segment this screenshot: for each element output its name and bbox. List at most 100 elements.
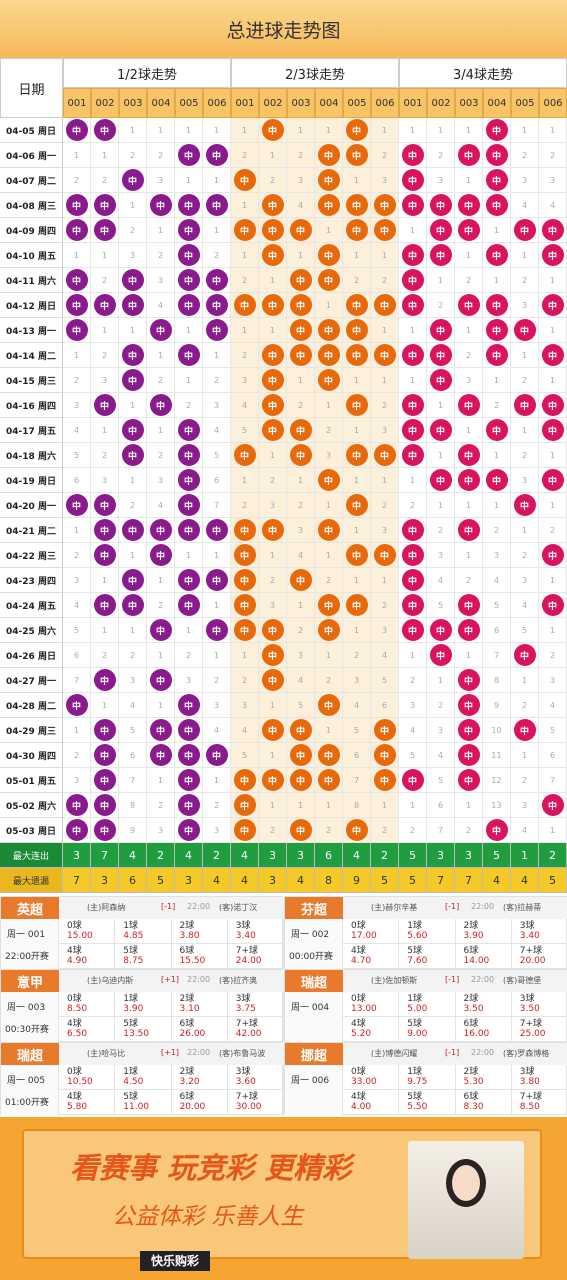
miss-count: 2	[73, 550, 80, 560]
trend-cell: 中	[399, 593, 427, 618]
trend-cell: 中	[455, 518, 483, 543]
trend-cell: 1	[371, 318, 399, 343]
trend-cell: 7	[483, 643, 511, 668]
miss-count: 4	[73, 600, 80, 610]
miss-count: 2	[409, 675, 416, 685]
odds-value: 13.00	[351, 1004, 377, 1014]
hit-ball: 中	[513, 394, 536, 416]
group-header: 3/4球走势	[399, 58, 567, 88]
miss-count: 1	[381, 325, 388, 335]
trend-cell: 4	[203, 718, 231, 743]
trend-cell: 中	[287, 818, 315, 843]
trend-cell: 中	[259, 118, 287, 143]
miss-count: 5	[297, 700, 304, 710]
trend-cell: 中	[91, 793, 119, 818]
trend-cell: 1	[287, 118, 315, 143]
trend-cell: 中	[315, 468, 343, 493]
miss-count: 1	[241, 125, 248, 135]
trend-cell: 3	[63, 568, 91, 593]
trend-cell: 中	[231, 543, 259, 568]
odds-value: 3.40	[235, 931, 256, 941]
miss-count: 5	[409, 750, 416, 760]
trend-cell: 2	[455, 343, 483, 368]
miss-count: 5	[437, 775, 444, 785]
trend-cell: 1	[147, 118, 175, 143]
match-head: (主)乌迪内斯 [+1] 22:00 (客)拉齐奥	[59, 970, 284, 992]
trend-cell: 中	[343, 543, 371, 568]
miss-count: 6	[493, 625, 500, 635]
date-cell: 04-21 周二	[0, 518, 63, 543]
odds-cell: 4球 4.00	[343, 1090, 400, 1115]
miss-count: 3	[381, 525, 388, 535]
date-cell: 05-02 周六	[0, 793, 63, 818]
trend-cell: 2	[371, 818, 399, 843]
miss-count: 5	[129, 725, 136, 735]
miss-count: 2	[129, 225, 136, 235]
trend-cell: 2	[455, 818, 483, 843]
miss-count: 2	[409, 825, 416, 835]
miss-count: 2	[297, 150, 304, 160]
odds-label: 0球	[67, 921, 82, 931]
trend-cell: 2	[427, 293, 455, 318]
miss-count: 1	[521, 350, 528, 360]
trend-cell: 1	[455, 793, 483, 818]
trend-cell: 2	[147, 243, 175, 268]
odds-label: 4球	[67, 1019, 82, 1029]
trend-cell: 2	[511, 268, 539, 293]
miss-count: 1	[493, 275, 500, 285]
miss-count: 1	[129, 550, 136, 560]
kickoff: 22:00	[187, 975, 211, 984]
hit-ball: 中	[121, 269, 144, 291]
miss-count: 1	[381, 250, 388, 260]
miss-count: 1	[381, 125, 388, 135]
date-cell: 04-22 周三	[0, 543, 63, 568]
trend-cell: 中	[259, 218, 287, 243]
trend-cell: 2	[147, 368, 175, 393]
hit-ball: 中	[289, 444, 312, 466]
trend-cell: 1	[455, 543, 483, 568]
miss-count: 1	[409, 225, 416, 235]
date-cell: 04-27 周一	[0, 668, 63, 693]
miss-count: 1	[269, 800, 276, 810]
miss-count: 7	[493, 650, 500, 660]
miss-count: 3	[297, 650, 304, 660]
trend-cell: 2	[259, 168, 287, 193]
miss-count: 1	[493, 225, 500, 235]
miss-count: 4	[213, 425, 220, 435]
trend-cell: 3	[427, 718, 455, 743]
hit-ball: 中	[205, 269, 228, 291]
match-number: 周一 004	[291, 1003, 330, 1013]
match-info: 周一 002 00:00开赛	[285, 919, 343, 970]
miss-count: 7	[73, 675, 80, 685]
miss-count: 1	[437, 450, 444, 460]
stat-value: 6	[315, 843, 343, 868]
miss-count: 1	[297, 250, 304, 260]
trend-cell: 中	[259, 243, 287, 268]
sub-header: 005	[511, 88, 539, 118]
hit-ball: 中	[93, 819, 116, 841]
hit-ball: 中	[401, 519, 424, 541]
odds-value: 17.00	[351, 931, 377, 941]
miss-count: 4	[437, 750, 444, 760]
hit-ball: 中	[429, 244, 452, 266]
date-cell: 04-15 周三	[0, 368, 63, 393]
stat-value: 3	[455, 843, 483, 868]
odds-cell: 7+球 8.50	[511, 1090, 567, 1115]
hit-ball: 中	[121, 519, 144, 541]
hit-ball: 中	[205, 194, 228, 216]
trend-cell: 1	[203, 643, 231, 668]
home-team: (主)哈马比	[87, 1049, 126, 1058]
trend-cell: 中	[315, 618, 343, 643]
miss-count: 1	[73, 350, 80, 360]
trend-cell: 3	[511, 793, 539, 818]
miss-count: 1	[129, 325, 136, 335]
stat-value: 1	[511, 843, 539, 868]
trend-cell: 1	[203, 593, 231, 618]
miss-count: 3	[129, 675, 136, 685]
trend-cell: 1	[63, 243, 91, 268]
trend-cell: 3	[175, 668, 203, 693]
odds-label: 1球	[123, 921, 138, 931]
miss-count: 2	[549, 150, 556, 160]
handicap: [+1]	[161, 1048, 180, 1057]
odds-label: 3球	[519, 1067, 535, 1077]
